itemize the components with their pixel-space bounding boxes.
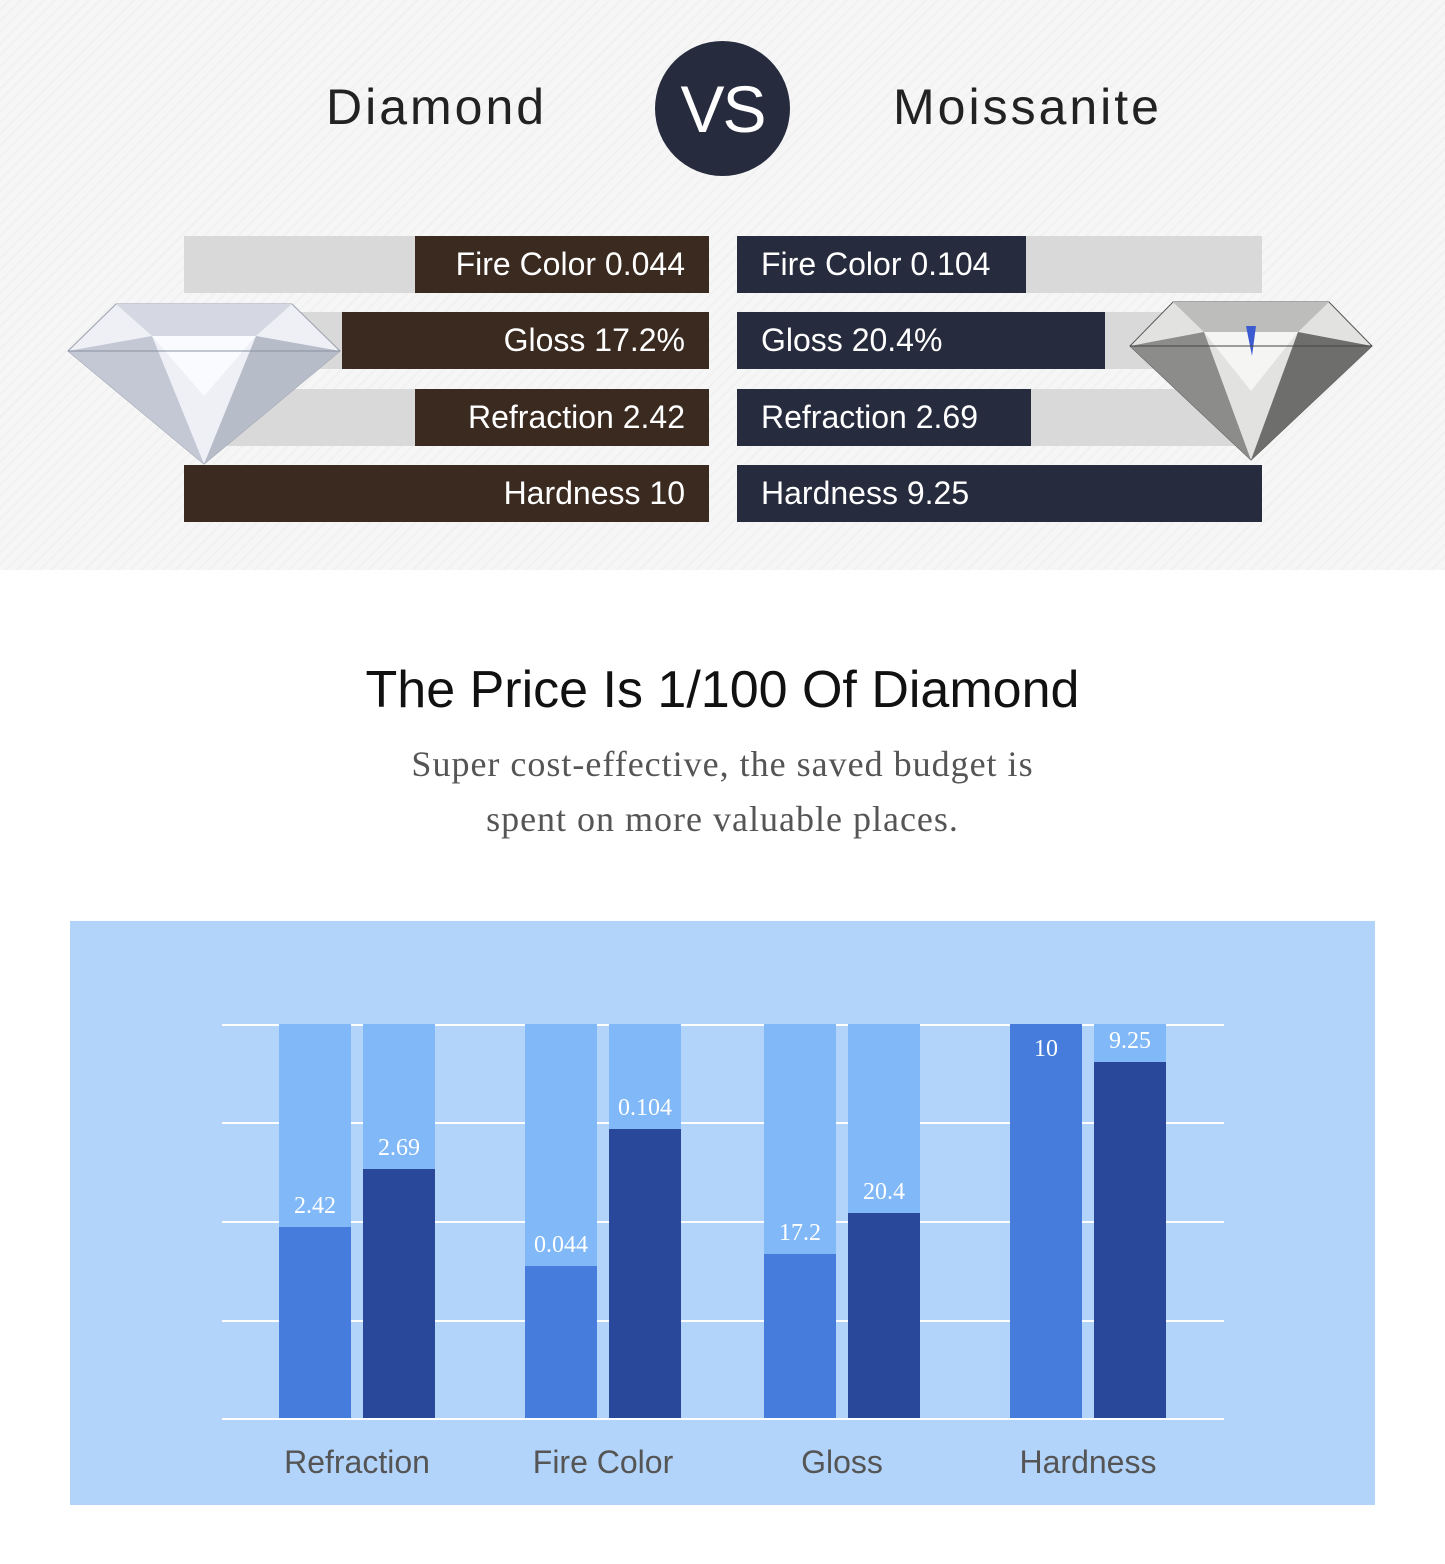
bar-column: 10: [1010, 1024, 1082, 1418]
gridline: [222, 1320, 1224, 1322]
comparison-chart: 2.42 2.69 Refraction 0.044 0.104 Fire Color 17…: [70, 921, 1375, 1505]
moissanite-bar-track: Hardness 9.25: [737, 465, 1262, 522]
bar-column: 20.4: [848, 1024, 920, 1418]
moissanite-bar-track: Refraction 2.69: [737, 389, 1262, 446]
bar: [764, 1254, 836, 1418]
bar-column: 9.25: [1094, 1024, 1166, 1418]
gridline: [222, 1221, 1224, 1223]
diamond-image: [67, 303, 341, 465]
bar-column: 2.69: [363, 1024, 435, 1418]
gridline: [222, 1122, 1224, 1124]
bar: [363, 1169, 435, 1418]
value-label: 0.044: [534, 1231, 588, 1258]
value-label: 2.69: [378, 1134, 420, 1161]
price-subtitle-line1: Super cost-effective, the saved budget i…: [411, 744, 1034, 784]
bar: [1010, 1024, 1082, 1418]
bar-column: 0.104: [609, 1024, 681, 1418]
bar-column: 17.2: [764, 1024, 836, 1418]
diamond-bar-track: Refraction 2.42: [184, 389, 709, 446]
moissanite-bar-fill: Hardness 9.25: [737, 465, 1262, 522]
bar: [1094, 1061, 1166, 1418]
category-label: Refraction: [284, 1444, 430, 1480]
diamond-bar-fill: Fire Color 0.044: [415, 236, 709, 293]
bar: [848, 1213, 920, 1418]
comparison-section: Diamond VS Moissanite Fire Color 0.044 Gl…: [0, 0, 1445, 570]
price-subtitle-line2: spent on more valuable places.: [486, 799, 959, 839]
category-label: Gloss: [801, 1444, 883, 1480]
value-label: 10: [1034, 1036, 1058, 1062]
diamond-bar-fill: Refraction 2.42: [415, 389, 709, 446]
category-label: Hardness: [1019, 1444, 1157, 1480]
category-label: Fire Color: [532, 1444, 674, 1480]
bar-column: 0.044: [525, 1024, 597, 1418]
moissanite-bar-fill: Fire Color 0.104: [737, 236, 1026, 293]
diamond-bar-track: Hardness 10: [184, 465, 709, 522]
value-label: 0.104: [618, 1095, 672, 1122]
moissanite-image: [1129, 301, 1373, 461]
moissanite-bar-fill: Gloss 20.4%: [737, 312, 1105, 369]
gridline: [222, 1024, 1224, 1026]
moissanite-bar-fill: Refraction 2.69: [737, 389, 1031, 446]
bar: [525, 1265, 597, 1418]
bar: [279, 1226, 351, 1418]
price-title: The Price Is 1/100 Of Diamond: [365, 661, 1080, 719]
value-label: 20.4: [863, 1179, 905, 1206]
bar-column: 2.42: [279, 1024, 351, 1418]
vs-badge: VS: [655, 41, 790, 176]
value-label: 17.2: [779, 1220, 821, 1247]
diamond-heading: Diamond: [326, 79, 548, 135]
moissanite-bar-track: Fire Color 0.104: [737, 236, 1262, 293]
value-label: 9.25: [1109, 1027, 1151, 1054]
moissanite-heading: Moissanite: [893, 79, 1162, 135]
diamond-bar-track: Fire Color 0.044: [184, 236, 709, 293]
diamond-bar-fill: Gloss 17.2%: [341, 312, 709, 369]
bar: [609, 1129, 681, 1418]
diamond-bar-fill: Hardness 10: [184, 465, 709, 522]
gridline: [222, 1418, 1224, 1420]
value-label: 2.42: [294, 1192, 336, 1219]
